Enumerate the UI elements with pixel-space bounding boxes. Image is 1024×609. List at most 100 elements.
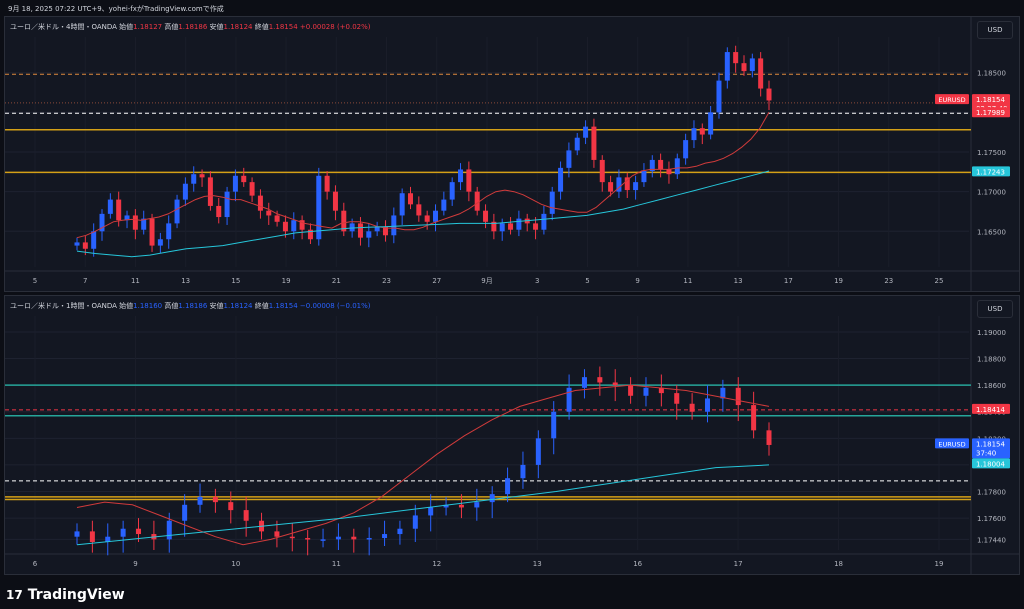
y-tick-label: 1.18800 <box>977 356 1006 364</box>
candle-body <box>424 215 430 222</box>
candle-body <box>608 182 614 192</box>
x-tick-label: 10 <box>231 560 240 568</box>
x-tick-label: 23 <box>884 277 893 285</box>
price-tag-bg <box>972 438 1010 459</box>
candle-body <box>683 140 689 159</box>
candle-body <box>499 223 505 232</box>
x-tick-label: 5 <box>33 277 37 285</box>
candle-body <box>458 504 464 508</box>
candle-body <box>483 210 489 222</box>
candle-body <box>599 159 605 183</box>
candle-body <box>581 377 587 388</box>
candle-body <box>357 223 363 238</box>
high-label: 高値 <box>164 302 179 310</box>
candle-body <box>658 159 664 170</box>
y-tick-label: 1.17800 <box>977 489 1006 497</box>
candle-body <box>551 411 557 439</box>
x-tick-label: 6 <box>33 560 38 568</box>
candle-body <box>116 199 122 221</box>
candle-body <box>716 80 722 113</box>
x-tick-label: 5 <box>585 277 589 285</box>
x-tick-label: 23 <box>382 277 391 285</box>
chart-canvas-4h[interactable]: 1.185001.180001.175001.170001.1650057111… <box>5 17 1019 291</box>
candle-body <box>691 128 697 141</box>
x-tick-label: 13 <box>734 277 743 285</box>
candle-body <box>643 387 649 396</box>
x-tick-label: 15 <box>231 277 240 285</box>
y-tick-label: 1.17600 <box>977 515 1006 523</box>
chart-panel-4h[interactable]: 1.185001.180001.175001.170001.1650057111… <box>4 16 1020 292</box>
candle-body <box>758 58 764 89</box>
candle-body <box>724 52 730 81</box>
candle-body <box>382 534 388 539</box>
candle-body <box>399 193 405 216</box>
tradingview-brand[interactable]: 17 TradingView <box>6 587 125 603</box>
x-tick-label: 21 <box>332 277 341 285</box>
price-tag-value: 1.18004 <box>976 460 1005 468</box>
x-tick-label: 3 <box>535 277 539 285</box>
price-tag-value: 1.18414 <box>976 406 1005 414</box>
x-tick-label: 19 <box>935 560 944 568</box>
price-tag: 1.18414 <box>972 403 1010 414</box>
candle-body <box>282 221 288 232</box>
candle-body <box>624 177 630 191</box>
candle-body <box>491 221 497 232</box>
candle-body <box>232 175 238 192</box>
candle-body <box>291 220 297 232</box>
price-tag-value: 1.17243 <box>976 168 1005 176</box>
chart-canvas-1h[interactable]: 1.190001.188001.186001.184001.182001.180… <box>5 296 1019 574</box>
candle-body <box>566 387 572 412</box>
candle-body <box>633 182 639 191</box>
candle-body <box>207 177 213 206</box>
x-tick-label: 11 <box>332 560 341 568</box>
currency-button[interactable]: USD <box>977 21 1013 39</box>
candle-body <box>166 223 172 240</box>
candle-body <box>174 199 180 224</box>
change-value: +0.00028 (+0.02%) <box>299 23 371 31</box>
x-tick-label: 9月 <box>481 277 492 285</box>
candle-body <box>674 158 680 175</box>
price-tag: 1.17989 <box>972 107 1010 118</box>
symbol-header-4h: ユーロ／米ドル・4時間・OANDA 始値1.18127 高値1.18186 安値… <box>10 22 371 32</box>
candle-body <box>458 169 464 183</box>
symbol-label: ユーロ／米ドル・1時間・OANDA <box>10 302 117 310</box>
candle-body <box>228 502 234 511</box>
y-tick-label: 1.19000 <box>977 329 1006 337</box>
candle-body <box>124 215 130 221</box>
candle-body <box>720 387 726 399</box>
symbol-label: ユーロ／米ドル・4時間・OANDA <box>10 23 117 31</box>
symbol-tag-bg <box>935 94 969 105</box>
candle-body <box>597 377 603 383</box>
candle-body <box>212 496 218 503</box>
candle-body <box>505 478 511 495</box>
chart-caption: 9月 18, 2025 07:22 UTC+9、yohei-fxがTrading… <box>8 5 224 13</box>
symbol-tag-label: EURUSD <box>938 440 965 448</box>
candle-body <box>749 58 755 72</box>
x-tick-label: 11 <box>683 277 692 285</box>
candle-body <box>535 438 541 465</box>
x-tick-label: 19 <box>282 277 291 285</box>
currency-button[interactable]: USD <box>977 300 1013 318</box>
candle-body <box>628 385 634 396</box>
symbol-header-1h: ユーロ／米ドル・1時間・OANDA 始値1.18160 高値1.18186 安値… <box>10 301 371 311</box>
candle-body <box>474 191 480 211</box>
candle-body <box>74 242 80 246</box>
candle-body <box>751 405 757 431</box>
open-label: 始値 <box>119 23 134 31</box>
candle-body <box>766 88 772 101</box>
close-label: 終値 <box>254 23 269 31</box>
candle-body <box>224 191 230 218</box>
ema-slow-line <box>76 170 770 258</box>
chart-panel-1h[interactable]: 1.190001.188001.186001.184001.182001.180… <box>4 295 1020 575</box>
candle-body <box>243 510 249 521</box>
x-tick-label: 18 <box>834 560 843 568</box>
x-tick-label: 19 <box>834 277 843 285</box>
candle-body <box>191 174 197 184</box>
candle-body <box>299 220 305 230</box>
candle-body <box>341 210 347 232</box>
candle-body <box>658 387 664 394</box>
price-tag: 1.17243 <box>972 166 1010 177</box>
candle-body <box>335 536 341 540</box>
price-tag-value: 1.18154 <box>976 440 1005 448</box>
open-label: 始値 <box>119 302 134 310</box>
